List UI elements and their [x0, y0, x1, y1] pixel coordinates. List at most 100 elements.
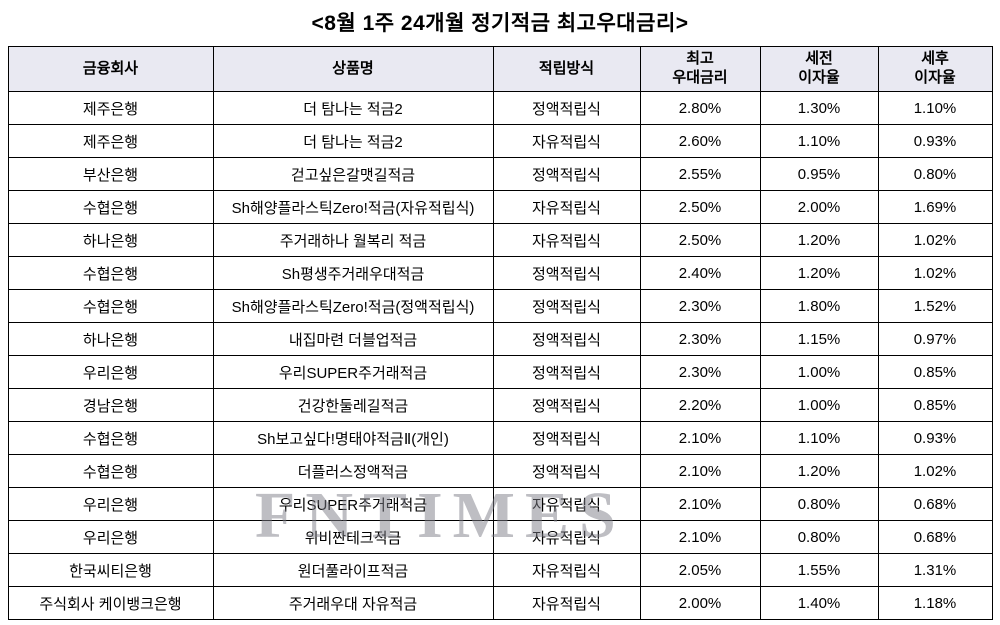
- table-cell: 수협은행: [7, 421, 214, 455]
- table-cell: 정액적립식: [492, 421, 641, 455]
- table-cell: 수협은행: [7, 289, 214, 323]
- table-cell: 제주은행: [7, 124, 214, 158]
- table-cell: 한국씨티은행: [7, 553, 214, 587]
- table-cell: 수협은행: [7, 454, 214, 488]
- table-header-row: 금융회사 상품명 적립방식 최고 우대금리 세전 이자율 세후 이자율: [7, 46, 993, 92]
- table-cell: 1.80%: [759, 289, 879, 323]
- table-cell: 1.20%: [759, 223, 879, 257]
- table-cell: 1.02%: [877, 223, 993, 257]
- table-cell: 걷고싶은갈맷길적금: [212, 157, 494, 191]
- table-cell: 1.02%: [877, 256, 993, 290]
- table-cell: 자유적립식: [492, 124, 641, 158]
- table-body: 제주은행 더 탐나는 적금2 정액적립식 2.80% 1.30% 1.10% 제주은행 더 탐…: [7, 91, 993, 620]
- table-cell: 정액적립식: [492, 91, 641, 125]
- table-cell: 원더풀라이프적금: [212, 553, 494, 587]
- table-cell: 1.20%: [759, 256, 879, 290]
- table-cell: 더플러스정액적금: [212, 454, 494, 488]
- table-cell: 1.00%: [759, 355, 879, 389]
- table-cell: 1.15%: [759, 322, 879, 356]
- table-cell: 정액적립식: [492, 355, 641, 389]
- header-cell-method: 적립방식: [492, 46, 641, 92]
- table-cell: Sh평생주거래우대적금: [212, 256, 494, 290]
- table-cell: 우리SUPER주거래적금: [212, 487, 494, 521]
- table-row: 하나은행 내집마련 더블업적금 정액적립식 2.30% 1.15% 0.97%: [7, 322, 993, 356]
- table-cell: 1.10%: [759, 124, 879, 158]
- table-cell: 2.50%: [639, 223, 761, 257]
- header-cell-posttax: 세후 이자율: [877, 46, 993, 92]
- table-cell: 우리SUPER주거래적금: [212, 355, 494, 389]
- table-cell: 1.31%: [877, 553, 993, 587]
- table-cell: 더 탐나는 적금2: [212, 91, 494, 125]
- table-cell: 우리은행: [7, 520, 214, 554]
- table-row: 수협은행 Sh해양플라스틱Zero!적금(자유적립식) 자유적립식 2.50% 2.00…: [7, 190, 993, 224]
- table-cell: 1.69%: [877, 190, 993, 224]
- table-row: 우리은행 위비짠테크적금 자유적립식 2.10% 0.80% 0.68%: [7, 520, 993, 554]
- table-cell: 정액적립식: [492, 157, 641, 191]
- table-cell: 1.18%: [877, 586, 993, 620]
- table-cell: 0.85%: [877, 388, 993, 422]
- header-cell-top-rate: 최고 우대금리: [639, 46, 761, 92]
- table-cell: 2.50%: [639, 190, 761, 224]
- table-cell: 수협은행: [7, 256, 214, 290]
- table-cell: 2.00%: [759, 190, 879, 224]
- table-row: 우리은행 우리SUPER주거래적금 정액적립식 2.30% 1.00% 0.85%: [7, 355, 993, 389]
- table-cell: 2.60%: [639, 124, 761, 158]
- table-row: 하나은행 주거래하나 월복리 적금 자유적립식 2.50% 1.20% 1.02%: [7, 223, 993, 257]
- header-cell-product: 상품명: [212, 46, 494, 92]
- table-cell: 0.80%: [877, 157, 993, 191]
- table-cell: 위비짠테크적금: [212, 520, 494, 554]
- table-cell: 0.93%: [877, 124, 993, 158]
- table-cell: 주거래우대 자유적금: [212, 586, 494, 620]
- table-cell: Sh보고싶다!명태야적금Ⅱ(개인): [212, 421, 494, 455]
- table-cell: 1.10%: [877, 91, 993, 125]
- table-row: 한국씨티은행 원더풀라이프적금 자유적립식 2.05% 1.55% 1.31%: [7, 553, 993, 587]
- table-cell: 정액적립식: [492, 454, 641, 488]
- table-cell: 1.30%: [759, 91, 879, 125]
- table-cell: 자유적립식: [492, 553, 641, 587]
- table-cell: 0.93%: [877, 421, 993, 455]
- table-cell: 2.30%: [639, 289, 761, 323]
- table-cell: 2.10%: [639, 421, 761, 455]
- table-cell: 2.55%: [639, 157, 761, 191]
- table-cell: 0.68%: [877, 520, 993, 554]
- table-cell: Sh해양플라스틱Zero!적금(자유적립식): [212, 190, 494, 224]
- table-cell: 0.80%: [759, 520, 879, 554]
- table-cell: 2.40%: [639, 256, 761, 290]
- table-cell: 정액적립식: [492, 289, 641, 323]
- table-cell: 0.80%: [759, 487, 879, 521]
- table-cell: 1.55%: [759, 553, 879, 587]
- table-cell: 주거래하나 월복리 적금: [212, 223, 494, 257]
- table-cell: 2.30%: [639, 355, 761, 389]
- table-cell: 2.05%: [639, 553, 761, 587]
- table-cell: 자유적립식: [492, 520, 641, 554]
- table-cell: 정액적립식: [492, 256, 641, 290]
- table-row: 수협은행 더플러스정액적금 정액적립식 2.10% 1.20% 1.02%: [7, 454, 993, 488]
- table-cell: 하나은행: [7, 223, 214, 257]
- table-cell: 하나은행: [7, 322, 214, 356]
- page-title: <8월 1주 24개월 정기적금 최고우대금리>: [311, 12, 689, 35]
- table-cell: 자유적립식: [492, 223, 641, 257]
- table-cell: Sh해양플라스틱Zero!적금(정액적립식): [212, 289, 494, 323]
- table-row: 부산은행 걷고싶은갈맷길적금 정액적립식 2.55% 0.95% 0.80%: [7, 157, 993, 191]
- table-cell: 2.10%: [639, 454, 761, 488]
- table-cell: 자유적립식: [492, 190, 641, 224]
- table-cell: 1.40%: [759, 586, 879, 620]
- table-row: 우리은행 우리SUPER주거래적금 자유적립식 2.10% 0.80% 0.68%: [7, 487, 993, 521]
- table-cell: 0.97%: [877, 322, 993, 356]
- table-cell: 내집마련 더블업적금: [212, 322, 494, 356]
- table-row: 수협은행 Sh평생주거래우대적금 정액적립식 2.40% 1.20% 1.02%: [7, 256, 993, 290]
- rate-table: 금융회사 상품명 적립방식 최고 우대금리 세전 이자율 세후 이자율 제주은행…: [7, 46, 993, 620]
- table-cell: 1.52%: [877, 289, 993, 323]
- table-cell: 우리은행: [7, 487, 214, 521]
- table-cell: 2.00%: [639, 586, 761, 620]
- table-cell: 2.80%: [639, 91, 761, 125]
- table-row: 경남은행 건강한둘레길적금 정액적립식 2.20% 1.00% 0.85%: [7, 388, 993, 422]
- table-cell: 2.10%: [639, 520, 761, 554]
- header-cell-company: 금융회사: [7, 46, 214, 92]
- table-cell: 0.85%: [877, 355, 993, 389]
- table-cell: 자유적립식: [492, 487, 641, 521]
- table-cell: 부산은행: [7, 157, 214, 191]
- table-cell: 1.20%: [759, 454, 879, 488]
- table-cell: 우리은행: [7, 355, 214, 389]
